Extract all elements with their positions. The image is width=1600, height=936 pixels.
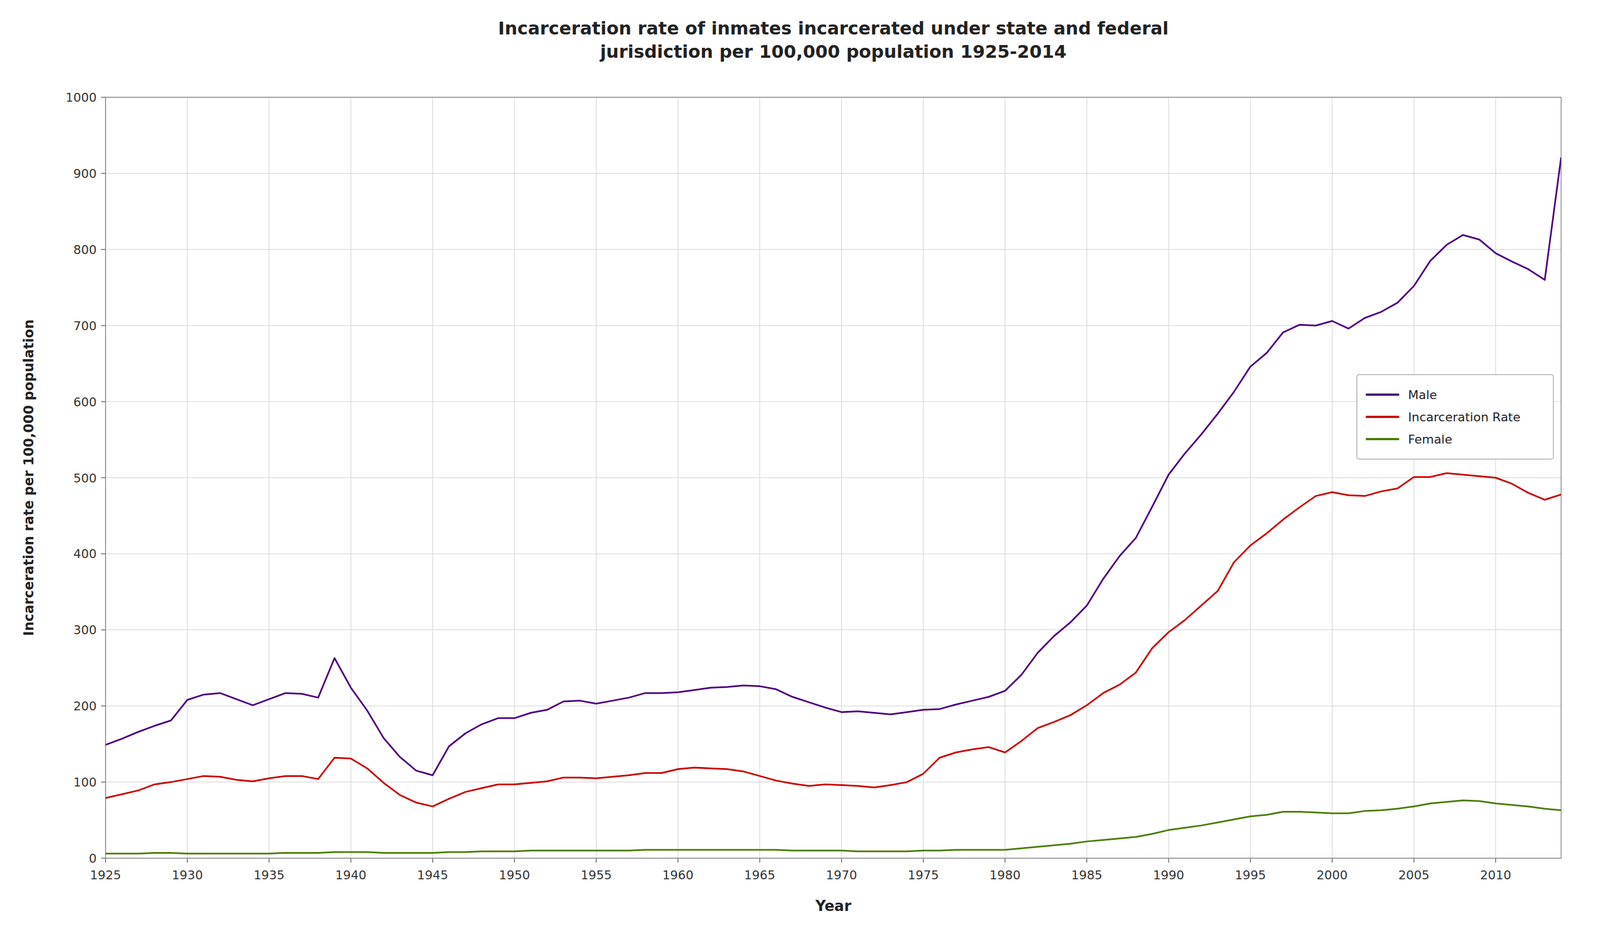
y-axis-label: Incarceration rate per 100,000 populatio… (21, 319, 37, 637)
x-tick-label: 2000 (1316, 867, 1348, 882)
y-tick (101, 553, 106, 555)
grid-line-y (105, 401, 1562, 403)
y-tick (101, 705, 106, 707)
x-tick-label: 1970 (826, 867, 858, 882)
x-tick (759, 857, 761, 863)
x-tick-label: 1925 (90, 867, 122, 882)
y-tick-label: 100 (73, 775, 97, 789)
y-tick (101, 248, 106, 250)
y-tick (101, 172, 106, 174)
y-tick (101, 325, 106, 327)
legend-swatch (1365, 437, 1399, 440)
x-tick (186, 857, 188, 863)
x-tick-label: 1985 (1071, 867, 1103, 882)
x-tick-label: 1960 (662, 867, 694, 882)
x-tick (350, 857, 352, 863)
x-tick (1331, 857, 1333, 863)
y-tick-label: 0 (88, 851, 97, 865)
x-tick-label: 1950 (498, 867, 530, 882)
y-tick (101, 96, 106, 98)
series-line (105, 472, 1562, 807)
x-tick (841, 857, 843, 863)
x-tick-label: 1990 (1152, 867, 1184, 882)
grid-line-y (105, 172, 1562, 174)
plot-frame (105, 97, 1562, 858)
y-tick-label: 200 (73, 698, 97, 713)
x-axis-label: Year (815, 897, 852, 914)
x-tick (513, 857, 515, 863)
x-tick (1250, 857, 1252, 863)
legend-swatch (1365, 415, 1399, 418)
x-tick-label: 1940 (335, 867, 367, 882)
y-tick (101, 401, 106, 403)
series-line (105, 157, 1562, 775)
x-tick-label: 2010 (1480, 867, 1512, 882)
x-tick (677, 857, 679, 863)
legend-box (1356, 374, 1554, 459)
y-tick (101, 477, 106, 479)
grid (105, 97, 1562, 858)
grid-line-y (105, 553, 1562, 555)
x-tick-label: 1955 (580, 867, 612, 882)
grid-line-y (105, 477, 1562, 479)
legend-label: Female (1407, 432, 1453, 447)
x-tick (1168, 857, 1170, 863)
y-tick-label: 500 (73, 471, 97, 485)
chart: 1925 1930 1935 1940 1945 1950 1955 1960 1965 1970… (0, 0, 1600, 936)
x-tick (1495, 857, 1497, 863)
y-tick-label: 600 (73, 395, 97, 409)
x-tick-label: 1975 (907, 867, 939, 882)
x-tick-label: 1965 (744, 867, 776, 882)
legend: Male Incarceration Rate Female (1356, 374, 1554, 459)
title: Incarceration rate of inmates incarcerat… (497, 17, 1169, 63)
legend-swatch (1365, 393, 1399, 396)
x-tick-label: 1930 (171, 867, 203, 882)
background (0, 0, 1600, 936)
x-tick-label: 1935 (253, 867, 285, 882)
series-line (105, 800, 1562, 854)
x-tick (1086, 857, 1088, 863)
grid-line-y (105, 781, 1562, 783)
x-tick (105, 857, 107, 863)
series-group (105, 157, 1562, 854)
y-tick-label: 1000 (65, 90, 97, 105)
grid-line-y (105, 248, 1562, 250)
x-tick (1004, 857, 1006, 863)
x-tick-label: 1980 (989, 867, 1021, 882)
x-tick (268, 857, 270, 863)
x-tick-label: 1995 (1235, 867, 1267, 882)
grid-line-y (105, 705, 1562, 707)
x-tick (595, 857, 597, 863)
x-tick (922, 857, 924, 863)
y-tick (101, 629, 106, 631)
x-tick (432, 857, 434, 863)
y-tick (101, 857, 106, 859)
y-tick (101, 781, 106, 783)
legend-label: Male (1407, 387, 1437, 402)
x-tick (1413, 857, 1415, 863)
grid-line-y (105, 629, 1562, 631)
legend-label: Incarceration Rate (1407, 410, 1520, 424)
y-tick-label: 300 (73, 622, 97, 637)
y-tick-label: 900 (73, 166, 97, 181)
x-tick-label: 2005 (1398, 867, 1430, 882)
axes: 1925 1930 1935 1940 1945 1950 1955 1960 1965 1970… (65, 90, 1562, 882)
y-tick-label: 400 (73, 546, 97, 561)
y-tick-label: 700 (73, 318, 97, 333)
y-tick-label: 800 (73, 242, 97, 257)
x-tick-label: 1945 (417, 867, 449, 882)
